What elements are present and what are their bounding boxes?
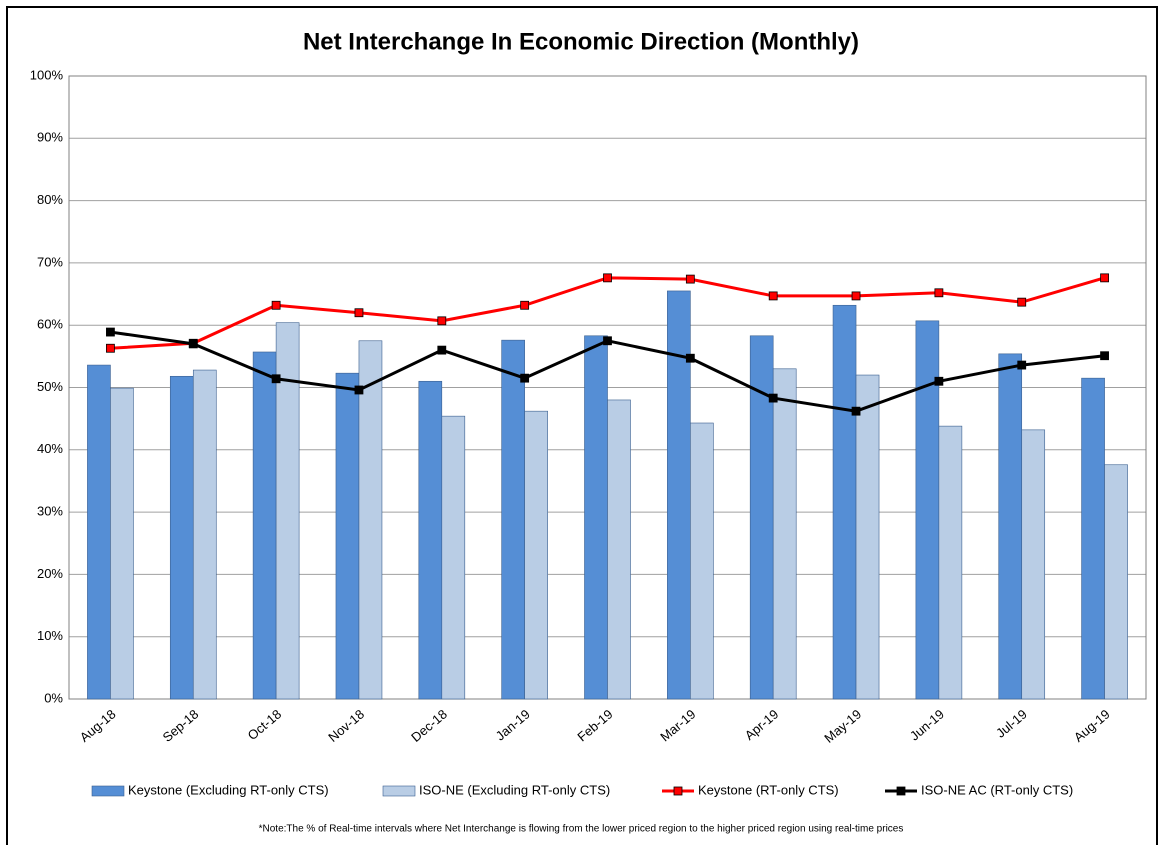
bar [192,369,217,700]
marker [685,353,695,363]
bar [855,374,880,700]
marker [271,374,281,384]
bar [584,335,608,700]
bar [938,425,963,700]
bar [418,380,443,700]
marker [1017,360,1027,370]
marker [851,406,861,416]
bar [501,339,525,700]
bar [998,353,1023,700]
marker [437,316,447,326]
bar [667,290,691,700]
marker [520,300,530,310]
bar [690,422,714,700]
bar [275,322,300,700]
marker [354,308,364,318]
marker [768,393,778,403]
marker [934,288,944,298]
bar [358,340,383,700]
marker [1017,297,1027,307]
y-tick-label: 40% [37,441,63,456]
marker [188,339,198,349]
y-tick-label: 50% [37,379,63,394]
marker [934,376,944,386]
y-tick-label: 10% [37,628,63,643]
bar [607,399,631,700]
y-tick-label: 80% [37,192,63,207]
marker [851,291,861,301]
legend-swatch [382,785,416,797]
marker [603,273,612,283]
marker [106,343,115,353]
marker [106,327,115,337]
marker [354,385,364,395]
y-tick-label: 20% [37,566,63,581]
bar [524,410,548,700]
y-tick-label: 70% [37,254,63,269]
marker [768,291,778,301]
marker [520,373,530,383]
bar [335,372,360,700]
legend-label: Keystone (RT-only CTS) [698,782,839,797]
marker [1100,273,1109,283]
y-tick-label: 100% [30,67,64,82]
bar [252,351,277,700]
bar [772,368,797,700]
bar [87,364,111,700]
bar [832,304,857,700]
marker [685,274,695,284]
bar [169,375,194,700]
chart-title: Net Interchange In Economic Direction (M… [303,28,859,55]
marker [437,345,447,355]
legend-label: ISO-NE (Excluding RT-only CTS) [419,782,610,797]
bar [441,415,466,700]
marker [603,336,612,346]
bar [1104,464,1128,700]
bar [1081,377,1105,700]
legend-label: ISO-NE AC (RT-only CTS) [921,782,1073,797]
y-tick-label: 0% [44,690,63,705]
y-tick-label: 30% [37,504,63,519]
bar [110,387,134,700]
y-tick-label: 90% [37,130,63,145]
footnote: *Note:The % of Real-time intervals where… [259,824,904,835]
legend-swatch [91,785,125,797]
legend-swatch [896,786,906,796]
marker [271,300,281,310]
legend-swatch [673,786,683,796]
bar [1021,429,1046,700]
legend-label: Keystone (Excluding RT-only CTS) [128,782,329,797]
y-tick-label: 60% [37,317,63,332]
marker [1100,351,1109,361]
